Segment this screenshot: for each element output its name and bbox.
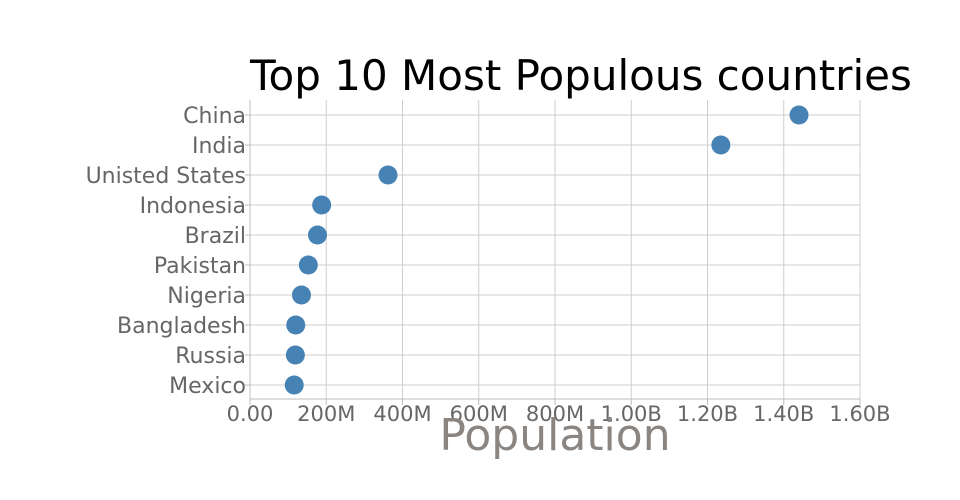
y-tick-label: Indonesia [140,194,246,219]
data-points [284,105,809,395]
data-point [291,285,311,305]
y-tick-label: Unisted States [86,164,246,189]
x-tick-label: 200M [297,402,355,426]
y-tick-label: Mexico [169,374,246,399]
x-tick-label: 400M [373,402,431,426]
data-point [286,315,306,335]
data-point [789,105,809,125]
y-tick-label: China [183,104,246,129]
data-point [285,345,305,365]
y-tick-label: Brazil [185,224,246,249]
y-tick-label: Bangladesh [117,314,246,339]
grid-layer [245,100,861,405]
chart-title: Top 10 Most Populous countries [249,51,912,100]
y-tick-label: Nigeria [167,284,246,309]
y-tick-label: Pakistan [154,254,246,279]
x-tick-label: 1.40B [753,402,814,426]
data-point [284,375,304,395]
data-point [378,165,398,185]
x-tick-label: 600M [450,402,508,426]
x-tick-label: 0.00 [227,402,274,426]
x-tick-labels: 0.00 200M 400M 600M 800M 1.00B 1.20B 1.40B 1.60B [227,402,891,426]
data-point [307,225,327,245]
data-point [312,195,332,215]
y-tick-label: India [192,134,246,159]
x-tick-label: 1.00B [601,402,662,426]
y-tick-label: Russia [175,344,246,369]
x-tick-label: 800M [526,402,584,426]
x-axis-label: Population [439,410,670,461]
data-point [298,255,318,275]
data-point [711,135,731,155]
y-tick-labels: China India Unisted States Indonesia Brazil P… [86,104,246,399]
x-tick-label: 1.60B [829,402,890,426]
x-tick-label: 1.20B [677,402,738,426]
